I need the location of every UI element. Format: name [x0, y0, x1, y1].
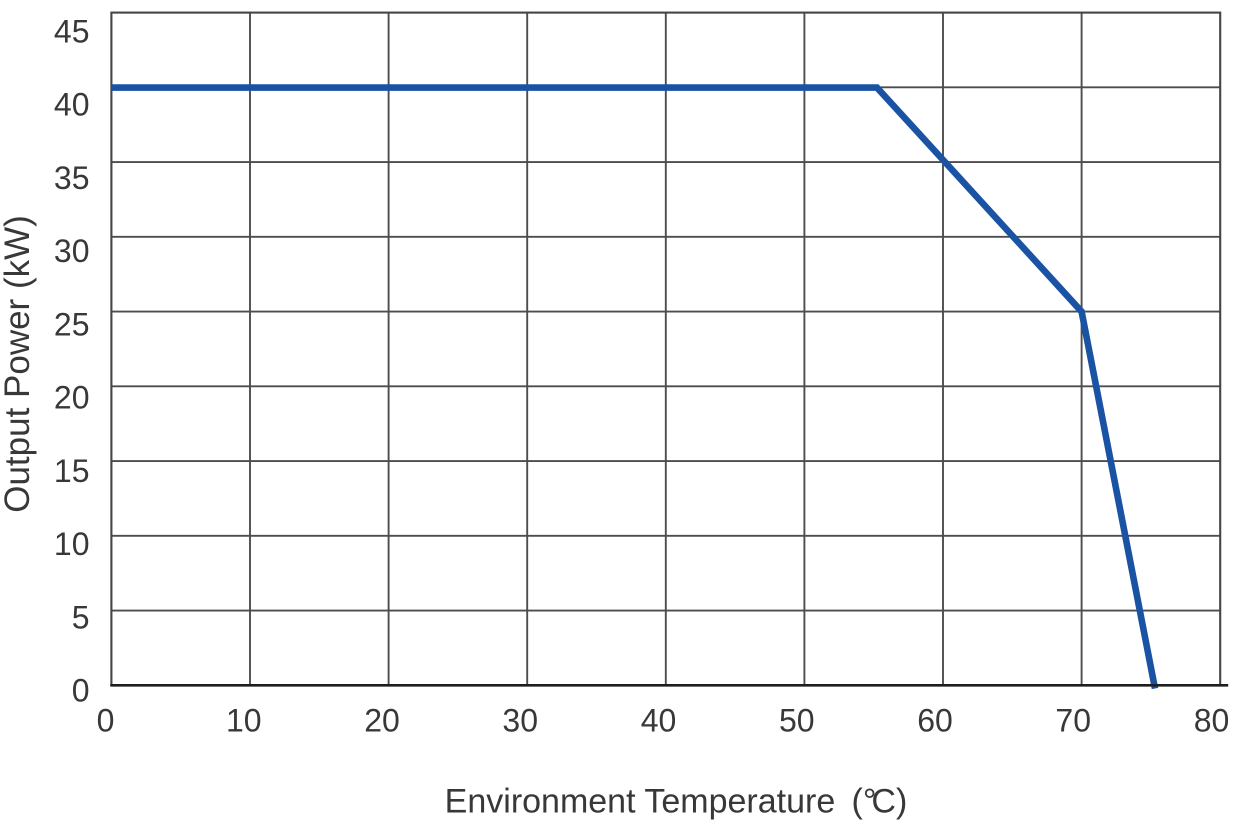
svg-text:30: 30 [54, 233, 90, 269]
svg-text:80: 80 [1194, 703, 1230, 739]
svg-text:Environment Temperature (°C): Environment Temperature (°C) [445, 783, 908, 821]
svg-text:40: 40 [54, 87, 90, 123]
svg-text:10: 10 [54, 526, 90, 562]
svg-text:35: 35 [54, 160, 90, 196]
svg-text:40: 40 [641, 703, 677, 739]
svg-text:20: 20 [364, 703, 400, 739]
svg-text:10: 10 [226, 703, 262, 739]
svg-text:20: 20 [54, 380, 90, 416]
svg-text:70: 70 [1055, 703, 1091, 739]
svg-text:30: 30 [502, 703, 538, 739]
svg-text:50: 50 [779, 703, 815, 739]
svg-text:15: 15 [54, 453, 90, 489]
svg-text:60: 60 [917, 703, 953, 739]
svg-text:5: 5 [72, 599, 90, 635]
svg-text:Output Power (kW): Output Power (kW) [0, 215, 37, 513]
svg-text:25: 25 [54, 306, 90, 342]
svg-text:0: 0 [97, 703, 115, 739]
svg-text:45: 45 [54, 13, 90, 49]
svg-text:0: 0 [72, 673, 90, 709]
